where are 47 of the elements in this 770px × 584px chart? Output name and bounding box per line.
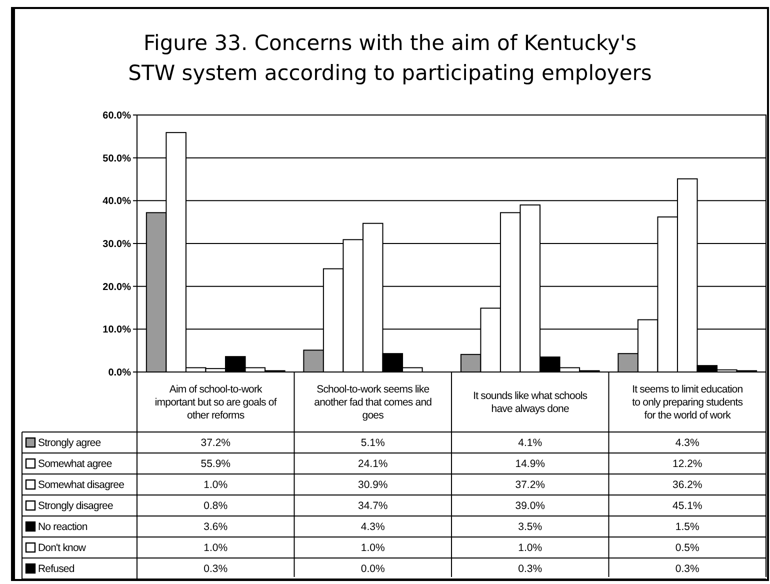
data-label: 4.3% [360, 521, 385, 534]
data-label: 55.9% [200, 458, 231, 470]
data-label: 1.5% [675, 521, 700, 534]
legend-label: Don't know [38, 542, 86, 554]
y-tick-label: 50.0% [102, 153, 132, 164]
x-tick-label: It seems to limit education to only preparing students for the world of work [632, 384, 744, 422]
data-label: 0.8% [204, 500, 228, 512]
data-label: 30.9% [358, 479, 388, 492]
legend-label: Refused [38, 563, 75, 576]
x-tick-label: School-to-work seems like another fad that comes and goes [314, 384, 432, 422]
y-tick-label: 40.0% [102, 196, 132, 208]
legend-label: Strongly disagree [38, 500, 114, 512]
data-label: 0.0% [360, 563, 385, 576]
legend-label: Somewhat disagree [38, 479, 125, 492]
data-label: 0.3% [675, 563, 700, 576]
data-label: 5.1% [360, 437, 385, 450]
y-tick-label: 10.0% [102, 324, 132, 336]
y-tick-label: 20.0% [102, 282, 132, 293]
data-label: 1.0% [360, 542, 385, 554]
data-label: 0.3% [518, 563, 542, 576]
data-label: 1.0% [204, 479, 228, 492]
data-label: 1.0% [204, 542, 228, 554]
data-label: 34.7% [358, 500, 388, 512]
legend-label: Somewhat agree [38, 458, 112, 470]
data-label: 12.2% [672, 458, 702, 470]
data-label: 24.1% [358, 458, 388, 470]
data-label: 3.5% [518, 521, 542, 534]
x-tick-label: It sounds like what schools have always done [473, 390, 588, 416]
y-tick-label: 0.0% [108, 368, 132, 378]
data-label: 14.9% [515, 458, 546, 470]
x-tick-label: Aim of school-to-work important but so are goals of other reforms [154, 384, 277, 422]
legend-label: No reaction [38, 521, 88, 534]
data-label: 37.2% [515, 479, 546, 492]
legend-label: Strongly agree [38, 437, 102, 450]
data-label: 4.3% [675, 437, 700, 450]
data-label: 3.6% [204, 521, 228, 534]
data-label: 39.0% [515, 500, 546, 512]
y-tick-label: 30.0% [102, 239, 132, 250]
chart-title: Figure 33. Concerns with the aim of Kentucky's STW system according to participating employers [128, 31, 652, 85]
data-label: 0.5% [675, 542, 700, 554]
data-label: 0.3% [204, 563, 228, 576]
data-label: 36.2% [672, 479, 702, 492]
data-label: 1.0% [518, 542, 542, 554]
y-tick-label: 60.0% [102, 110, 132, 122]
data-label: 45.1% [672, 500, 702, 512]
data-label: 4.1% [518, 437, 542, 450]
data-label: 37.2% [200, 437, 231, 450]
